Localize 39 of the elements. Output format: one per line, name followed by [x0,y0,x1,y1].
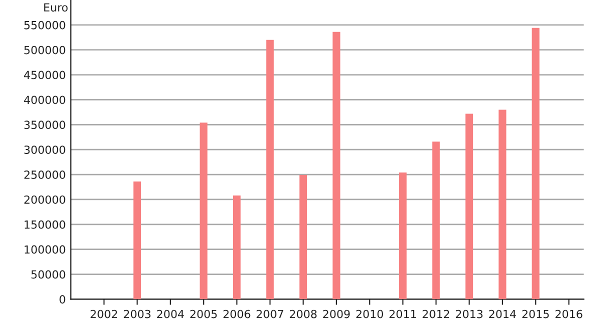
y-tick-label: 300000 [24,146,66,154]
y-tick-label: 550000 [24,20,66,30]
bar [266,40,274,300]
bar [399,172,407,300]
x-tick-label: 2010 [356,310,384,318]
y-tick-label: 200000 [24,195,66,204]
y-tick-label: 0 [60,295,66,304]
x-tick-label: 2014 [489,310,516,318]
x-tick-label: 2013 [456,310,482,318]
y-tick-label: 150000 [24,220,66,229]
bar [332,32,340,300]
y-tick-label: 350000 [24,120,66,130]
y-tick-label: 400000 [24,96,66,104]
bar [200,122,208,300]
x-tick-label: 2003 [124,310,150,318]
x-tick-label: 2011 [390,310,416,318]
bar [432,142,440,300]
bar [299,175,308,300]
x-tick-label: 2002 [90,310,118,318]
bar [133,182,142,300]
y-tick-label: 250000 [24,170,66,179]
x-tick-label: 2004 [157,310,184,318]
x-tick-label: 2015 [522,310,549,318]
x-tick-label: 2005 [190,310,217,318]
x-tick-label: 2008 [290,310,317,318]
bar [532,28,540,300]
x-tick-label: 2009 [323,310,350,318]
x-tick-label: 2007 [256,310,284,318]
y-tick-label: 450000 [24,70,66,80]
y-tick-label: 500000 [24,46,66,54]
x-tick-label: 2016 [556,310,582,318]
bar [233,195,241,300]
bar [465,114,474,300]
y-tick-label: 50000 [31,270,66,279]
x-tick-label: 2006 [223,310,250,318]
bar [498,110,506,300]
x-tick-label: 2012 [422,310,450,318]
y-tick-label: 100000 [24,245,66,254]
y-axis-title: Euro [44,3,68,12]
